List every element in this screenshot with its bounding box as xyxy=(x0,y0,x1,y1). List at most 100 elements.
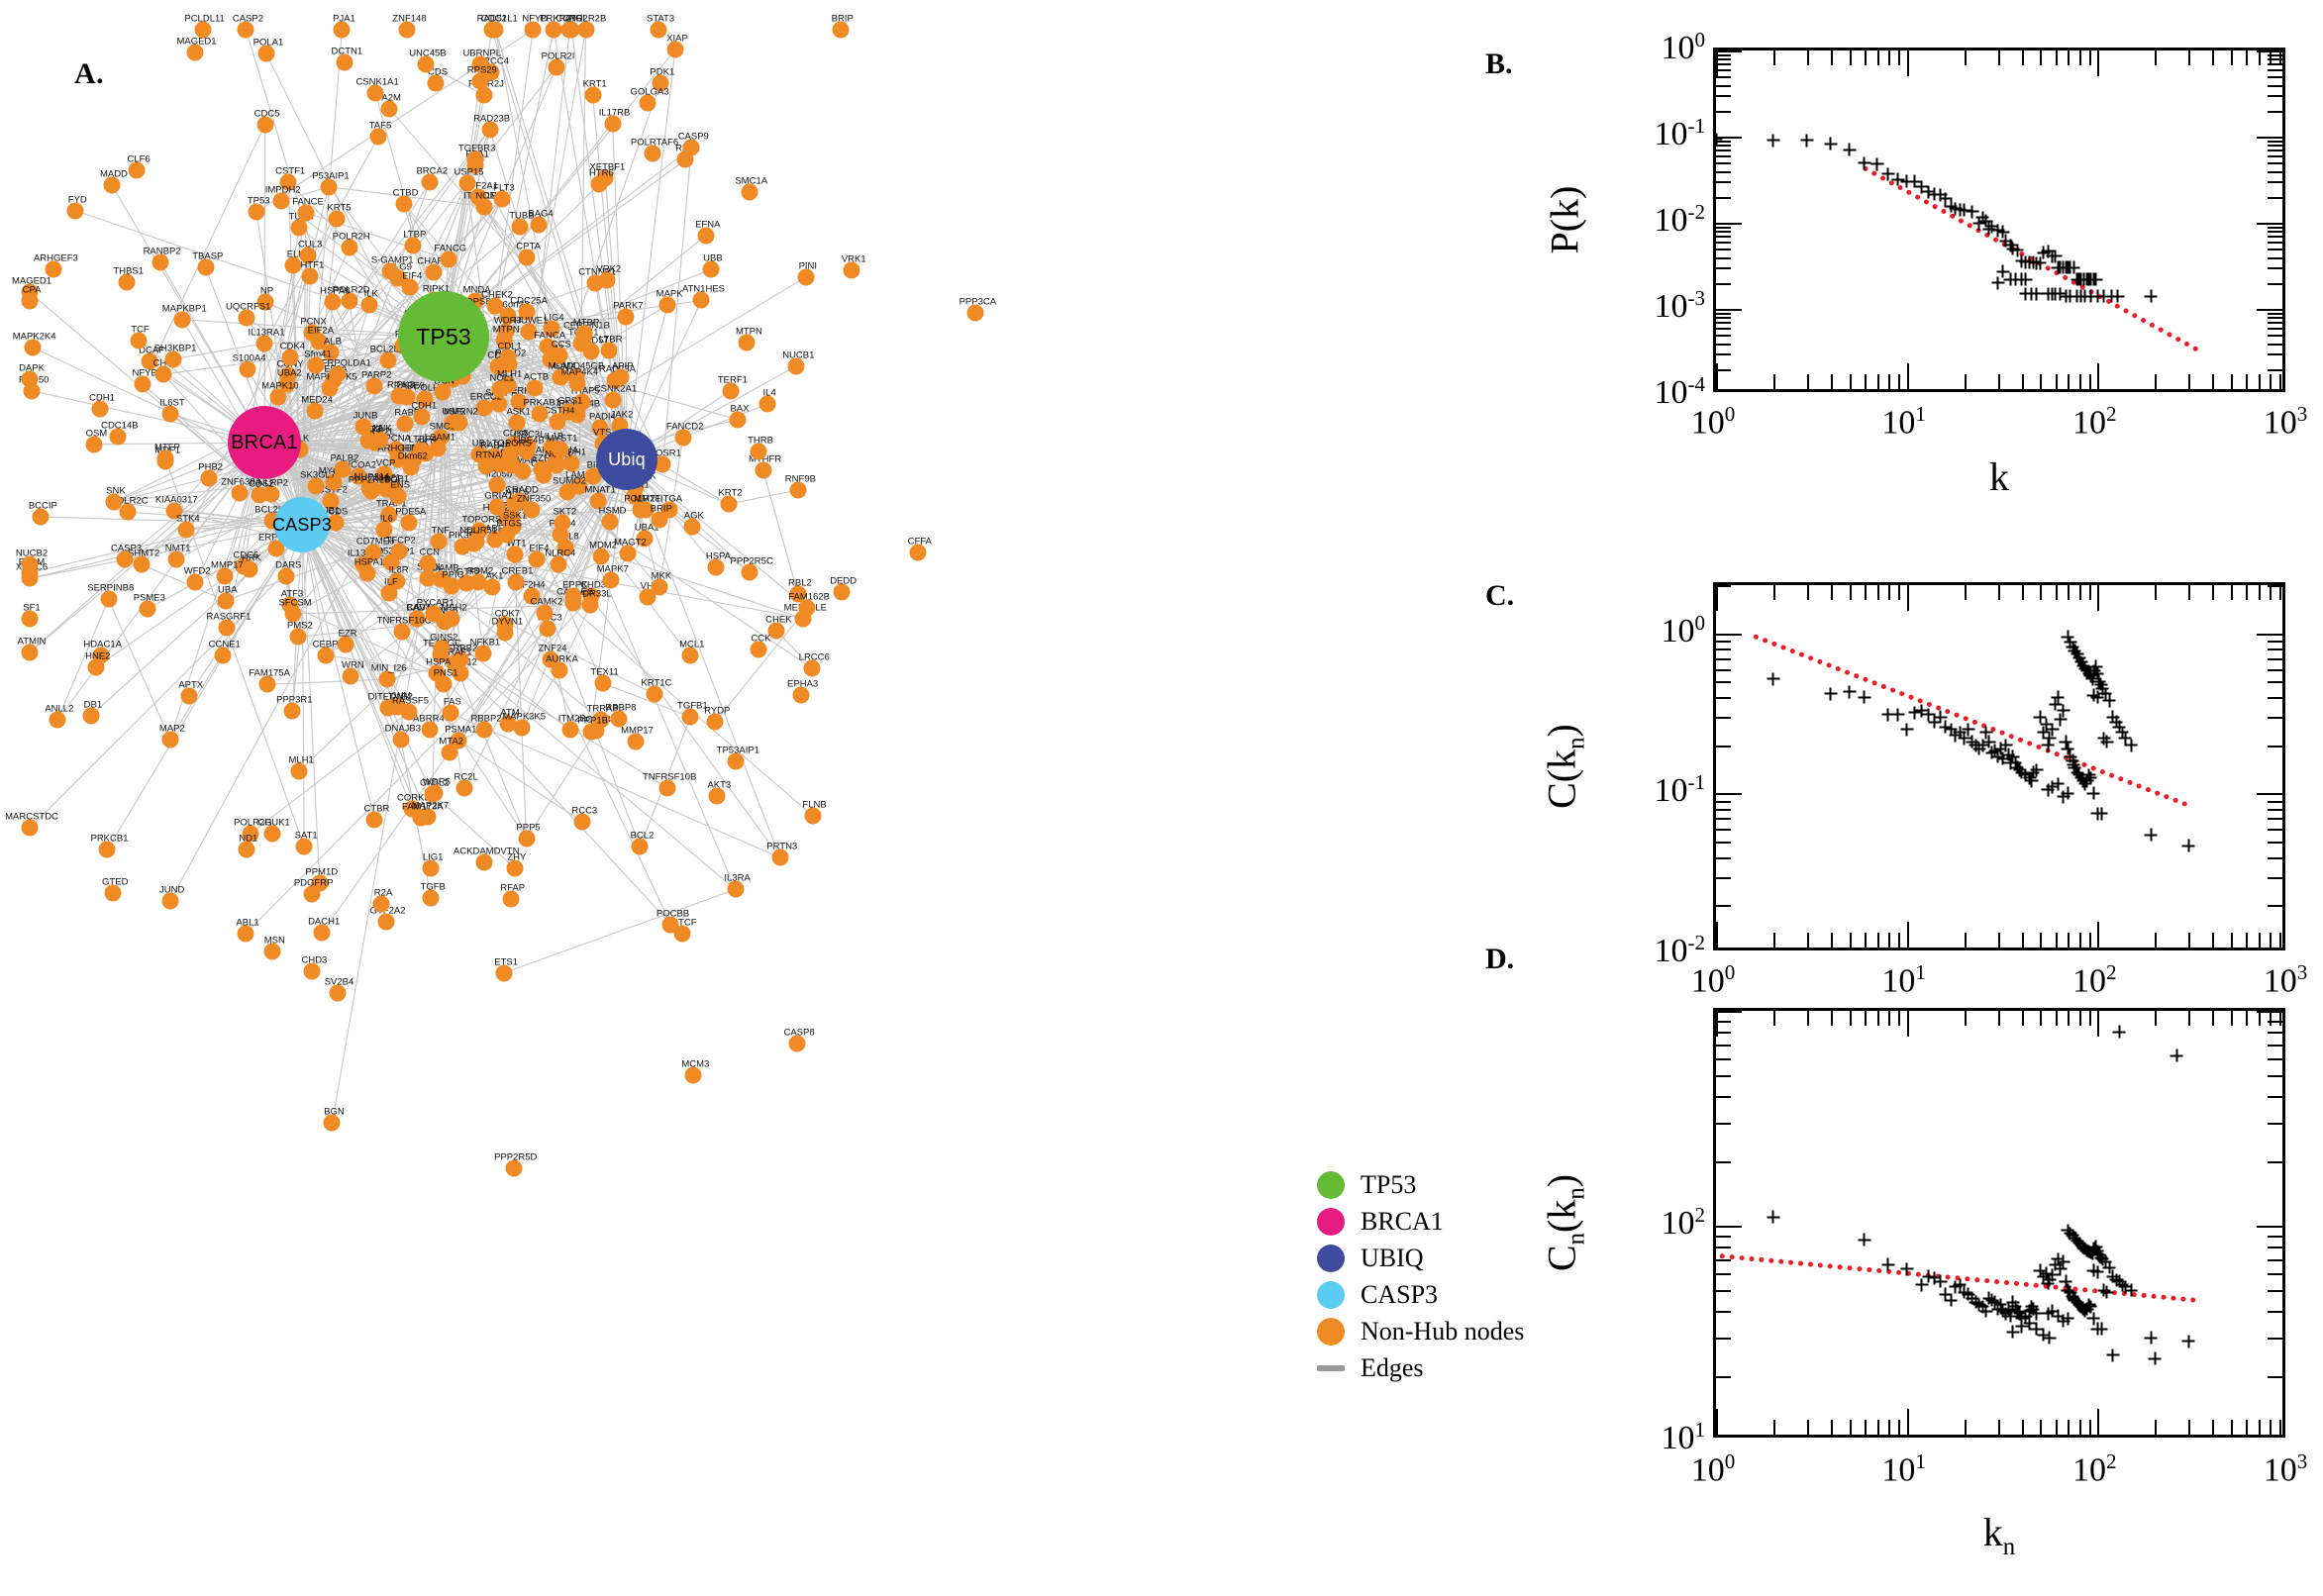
network-node[interactable] xyxy=(324,293,342,311)
network-node[interactable] xyxy=(21,610,39,628)
network-node[interactable] xyxy=(427,74,445,92)
network-node[interactable] xyxy=(552,368,569,386)
network-node[interactable] xyxy=(380,584,398,602)
network-node[interactable] xyxy=(644,145,661,162)
hub-node-casp3[interactable]: CASP3 xyxy=(272,497,332,552)
network-node[interactable] xyxy=(523,587,541,605)
network-node[interactable] xyxy=(87,658,105,676)
network-node[interactable] xyxy=(364,544,382,561)
network-node[interactable] xyxy=(325,473,343,491)
network-node[interactable] xyxy=(792,686,810,704)
network-node[interactable] xyxy=(289,628,307,646)
network-node[interactable] xyxy=(750,443,767,460)
network-node[interactable] xyxy=(636,530,654,548)
network-node[interactable] xyxy=(426,784,444,802)
network-node[interactable] xyxy=(600,342,618,358)
network-node[interactable] xyxy=(508,414,526,432)
network-node[interactable] xyxy=(789,585,807,603)
network-node[interactable] xyxy=(255,335,273,352)
network-node[interactable] xyxy=(551,661,568,679)
network-node[interactable] xyxy=(358,564,376,582)
network-node[interactable] xyxy=(217,592,235,610)
network-node[interactable] xyxy=(401,278,419,296)
network-node[interactable] xyxy=(231,484,249,502)
network-node[interactable] xyxy=(430,533,448,550)
network-node[interactable] xyxy=(591,419,609,437)
network-node[interactable] xyxy=(481,121,499,139)
network-node[interactable] xyxy=(369,128,387,146)
network-node[interactable] xyxy=(269,388,287,406)
network-node[interactable] xyxy=(506,859,524,877)
network-node[interactable] xyxy=(362,482,380,500)
network-node[interactable] xyxy=(488,498,506,516)
network-node[interactable] xyxy=(490,395,508,413)
network-node[interactable] xyxy=(475,853,493,871)
network-node[interactable] xyxy=(442,704,459,722)
network-node[interactable] xyxy=(499,349,517,366)
network-node[interactable] xyxy=(966,304,984,322)
network-node[interactable] xyxy=(627,733,644,750)
network-node[interactable] xyxy=(589,492,607,510)
network-node[interactable] xyxy=(413,408,431,426)
network-node[interactable] xyxy=(390,543,408,560)
network-node[interactable] xyxy=(548,58,564,76)
network-node[interactable] xyxy=(328,210,346,227)
network-node[interactable] xyxy=(21,644,39,661)
network-node[interactable] xyxy=(161,731,179,748)
network-node[interactable] xyxy=(177,521,195,539)
network-node[interactable] xyxy=(313,924,331,942)
network-node[interactable] xyxy=(658,296,676,314)
network-node[interactable] xyxy=(617,308,635,326)
network-node[interactable] xyxy=(646,685,663,703)
network-node[interactable] xyxy=(467,533,485,550)
network-node[interactable] xyxy=(552,526,569,544)
network-node[interactable] xyxy=(366,84,384,102)
network-node[interactable] xyxy=(141,352,158,370)
network-node[interactable] xyxy=(590,175,608,193)
network-node[interactable] xyxy=(400,703,418,721)
network-node[interactable] xyxy=(673,925,691,943)
network-node[interactable] xyxy=(446,654,463,672)
network-node[interactable] xyxy=(533,460,551,478)
network-node[interactable] xyxy=(238,841,255,858)
network-node[interactable] xyxy=(550,555,567,573)
network-node[interactable] xyxy=(536,604,554,622)
network-node[interactable] xyxy=(666,41,684,58)
network-node[interactable] xyxy=(441,744,458,761)
network-node[interactable] xyxy=(433,640,451,657)
network-node[interactable] xyxy=(528,550,546,568)
network-node[interactable] xyxy=(722,382,740,399)
network-node[interactable] xyxy=(584,467,602,485)
network-node[interactable] xyxy=(248,203,265,221)
network-node[interactable] xyxy=(279,173,297,191)
network-node[interactable] xyxy=(200,469,218,487)
network-node[interactable] xyxy=(241,560,258,578)
network-node[interactable] xyxy=(475,399,493,417)
network-node[interactable] xyxy=(488,476,506,494)
network-node[interactable] xyxy=(359,432,377,449)
network-node[interactable] xyxy=(443,610,460,628)
network-node[interactable] xyxy=(692,291,710,309)
network-node[interactable] xyxy=(554,514,571,532)
network-node[interactable] xyxy=(797,268,815,286)
network-node[interactable] xyxy=(416,390,434,408)
network-node[interactable] xyxy=(21,292,39,310)
network-node[interactable] xyxy=(466,150,484,168)
network-node[interactable] xyxy=(100,590,118,608)
hub-node-tp53[interactable]: TP53 xyxy=(398,291,489,382)
network-node[interactable] xyxy=(499,715,517,733)
network-node[interactable] xyxy=(558,483,576,501)
network-node[interactable] xyxy=(380,100,398,118)
network-node[interactable] xyxy=(283,702,301,720)
network-node[interactable] xyxy=(654,455,671,473)
network-node[interactable] xyxy=(658,779,676,797)
network-node[interactable] xyxy=(412,442,430,459)
network-node[interactable] xyxy=(218,619,236,637)
network-node[interactable] xyxy=(393,623,411,641)
network-node[interactable] xyxy=(290,219,308,237)
network-node[interactable] xyxy=(371,431,389,449)
network-node[interactable] xyxy=(833,583,851,601)
network-node[interactable] xyxy=(333,21,351,39)
network-node[interactable] xyxy=(329,365,347,383)
network-node[interactable] xyxy=(317,647,335,664)
